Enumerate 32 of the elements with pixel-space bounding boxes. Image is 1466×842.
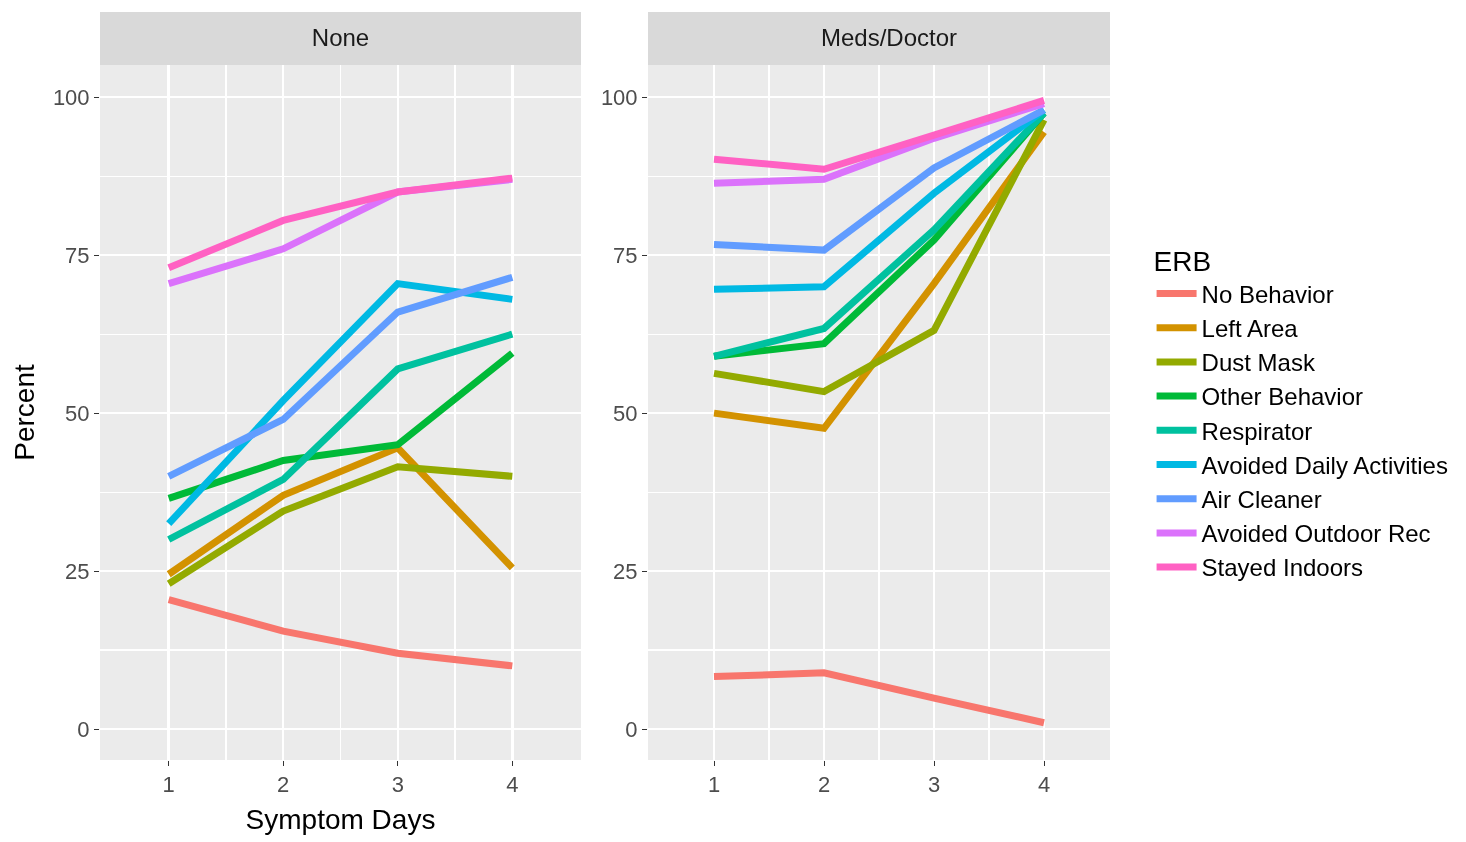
chart-title: Meds/Doctor [820, 24, 958, 52]
y-tick-label: 50 [65, 400, 90, 426]
x-tick-label: 2 [817, 772, 831, 798]
legend-label: No Behavior [1201, 280, 1334, 308]
x-tick-label: 3 [927, 772, 941, 798]
y-tick-label: 0 [77, 716, 90, 742]
y-tick-label: 25 [65, 558, 90, 584]
legend-label: Other Behavior [1201, 383, 1363, 411]
legend-label: Avoided Daily Activities [1201, 451, 1448, 479]
x-tick-label: 3 [391, 772, 404, 798]
legend-label: Air Cleaner [1201, 486, 1322, 514]
y-tick-label: 100 [52, 84, 90, 110]
y-tick-label: 75 [613, 242, 638, 268]
x-tick-label: 2 [277, 772, 290, 798]
legend-title: ERB [1153, 246, 1212, 278]
y-tick-label: 100 [600, 84, 638, 110]
legend-label: Respirator [1201, 417, 1313, 445]
x-tick-label: 1 [707, 772, 721, 798]
legend-label: Left Area [1201, 315, 1299, 343]
x-tick-label: 4 [1037, 772, 1051, 798]
x-tick-label: 4 [506, 772, 519, 798]
legend-label: Stayed Indoors [1201, 554, 1364, 582]
x-tick-label: 1 [162, 772, 175, 798]
y-tick-label: 25 [613, 558, 638, 584]
y-tick-label: 50 [613, 400, 638, 426]
legend-label: Dust Mask [1201, 349, 1316, 377]
chart-title: None [311, 24, 370, 52]
y-tick-label: 75 [65, 242, 90, 268]
x-axis-title: Symptom Days [245, 803, 436, 835]
y-axis-title: Percent [8, 364, 40, 461]
y-tick-label: 0 [625, 716, 638, 742]
legend-label: Avoided Outdoor Rec [1201, 520, 1431, 548]
